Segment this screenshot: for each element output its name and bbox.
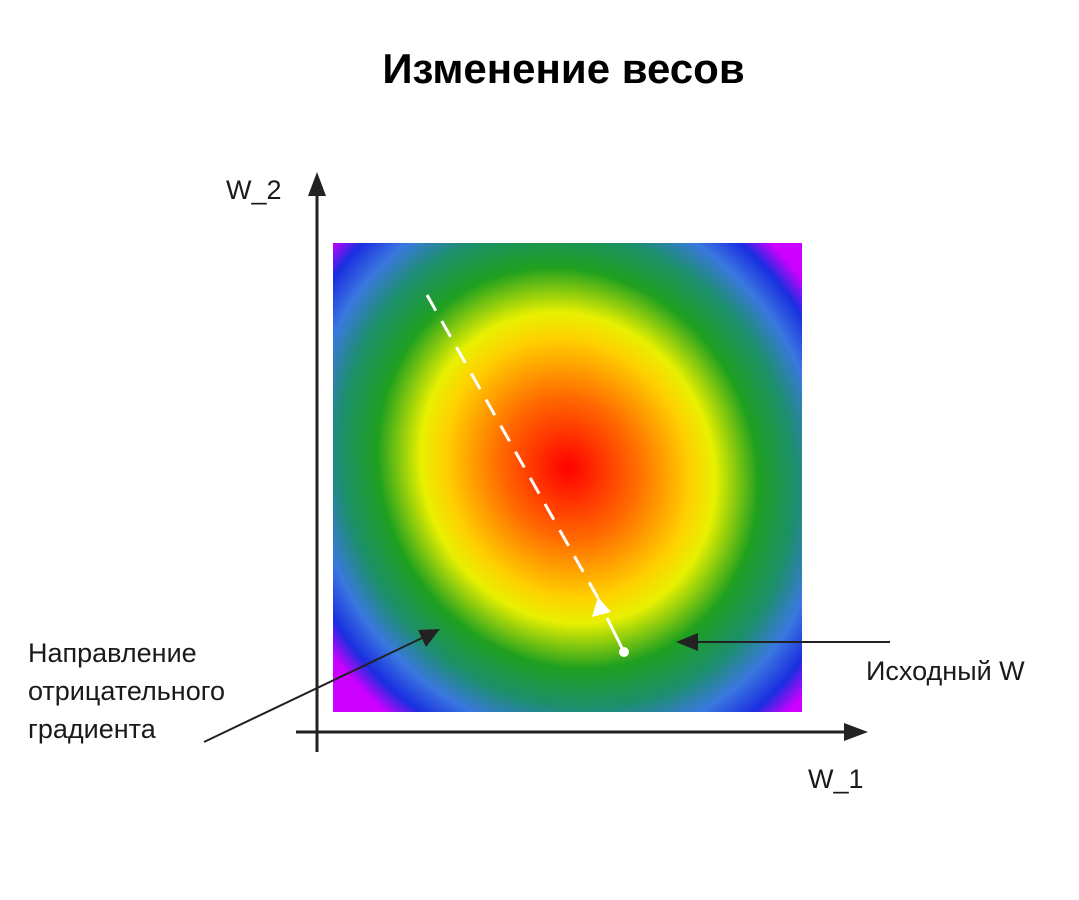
y-axis-label: W_2 [226, 175, 282, 205]
negative-gradient-pointer-arrowhead-icon [418, 629, 440, 647]
negative-gradient-pointer [203, 637, 423, 743]
initial-weight-point [619, 647, 629, 657]
y-axis-arrowhead-icon [308, 172, 326, 196]
negative-gradient-label-line: градиента [28, 714, 156, 744]
negative-gradient-label-line: Направление [28, 638, 197, 668]
negative-gradient-label: Направление отрицательного градиента [28, 634, 225, 748]
x-axis-arrowhead-icon [844, 723, 868, 741]
gradient-step-line [605, 617, 626, 653]
initial-weight-label: Исходный W [866, 656, 1025, 686]
initial-weight-pointer-arrowhead-icon [676, 633, 698, 651]
page-title: Изменение весов [382, 45, 745, 92]
loss-surface-heatmap [333, 243, 802, 712]
x-axis-label: W_1 [808, 764, 864, 794]
gradient-step-arrowhead-icon [592, 597, 611, 617]
negative-gradient-label-line: отрицательного [28, 676, 225, 706]
